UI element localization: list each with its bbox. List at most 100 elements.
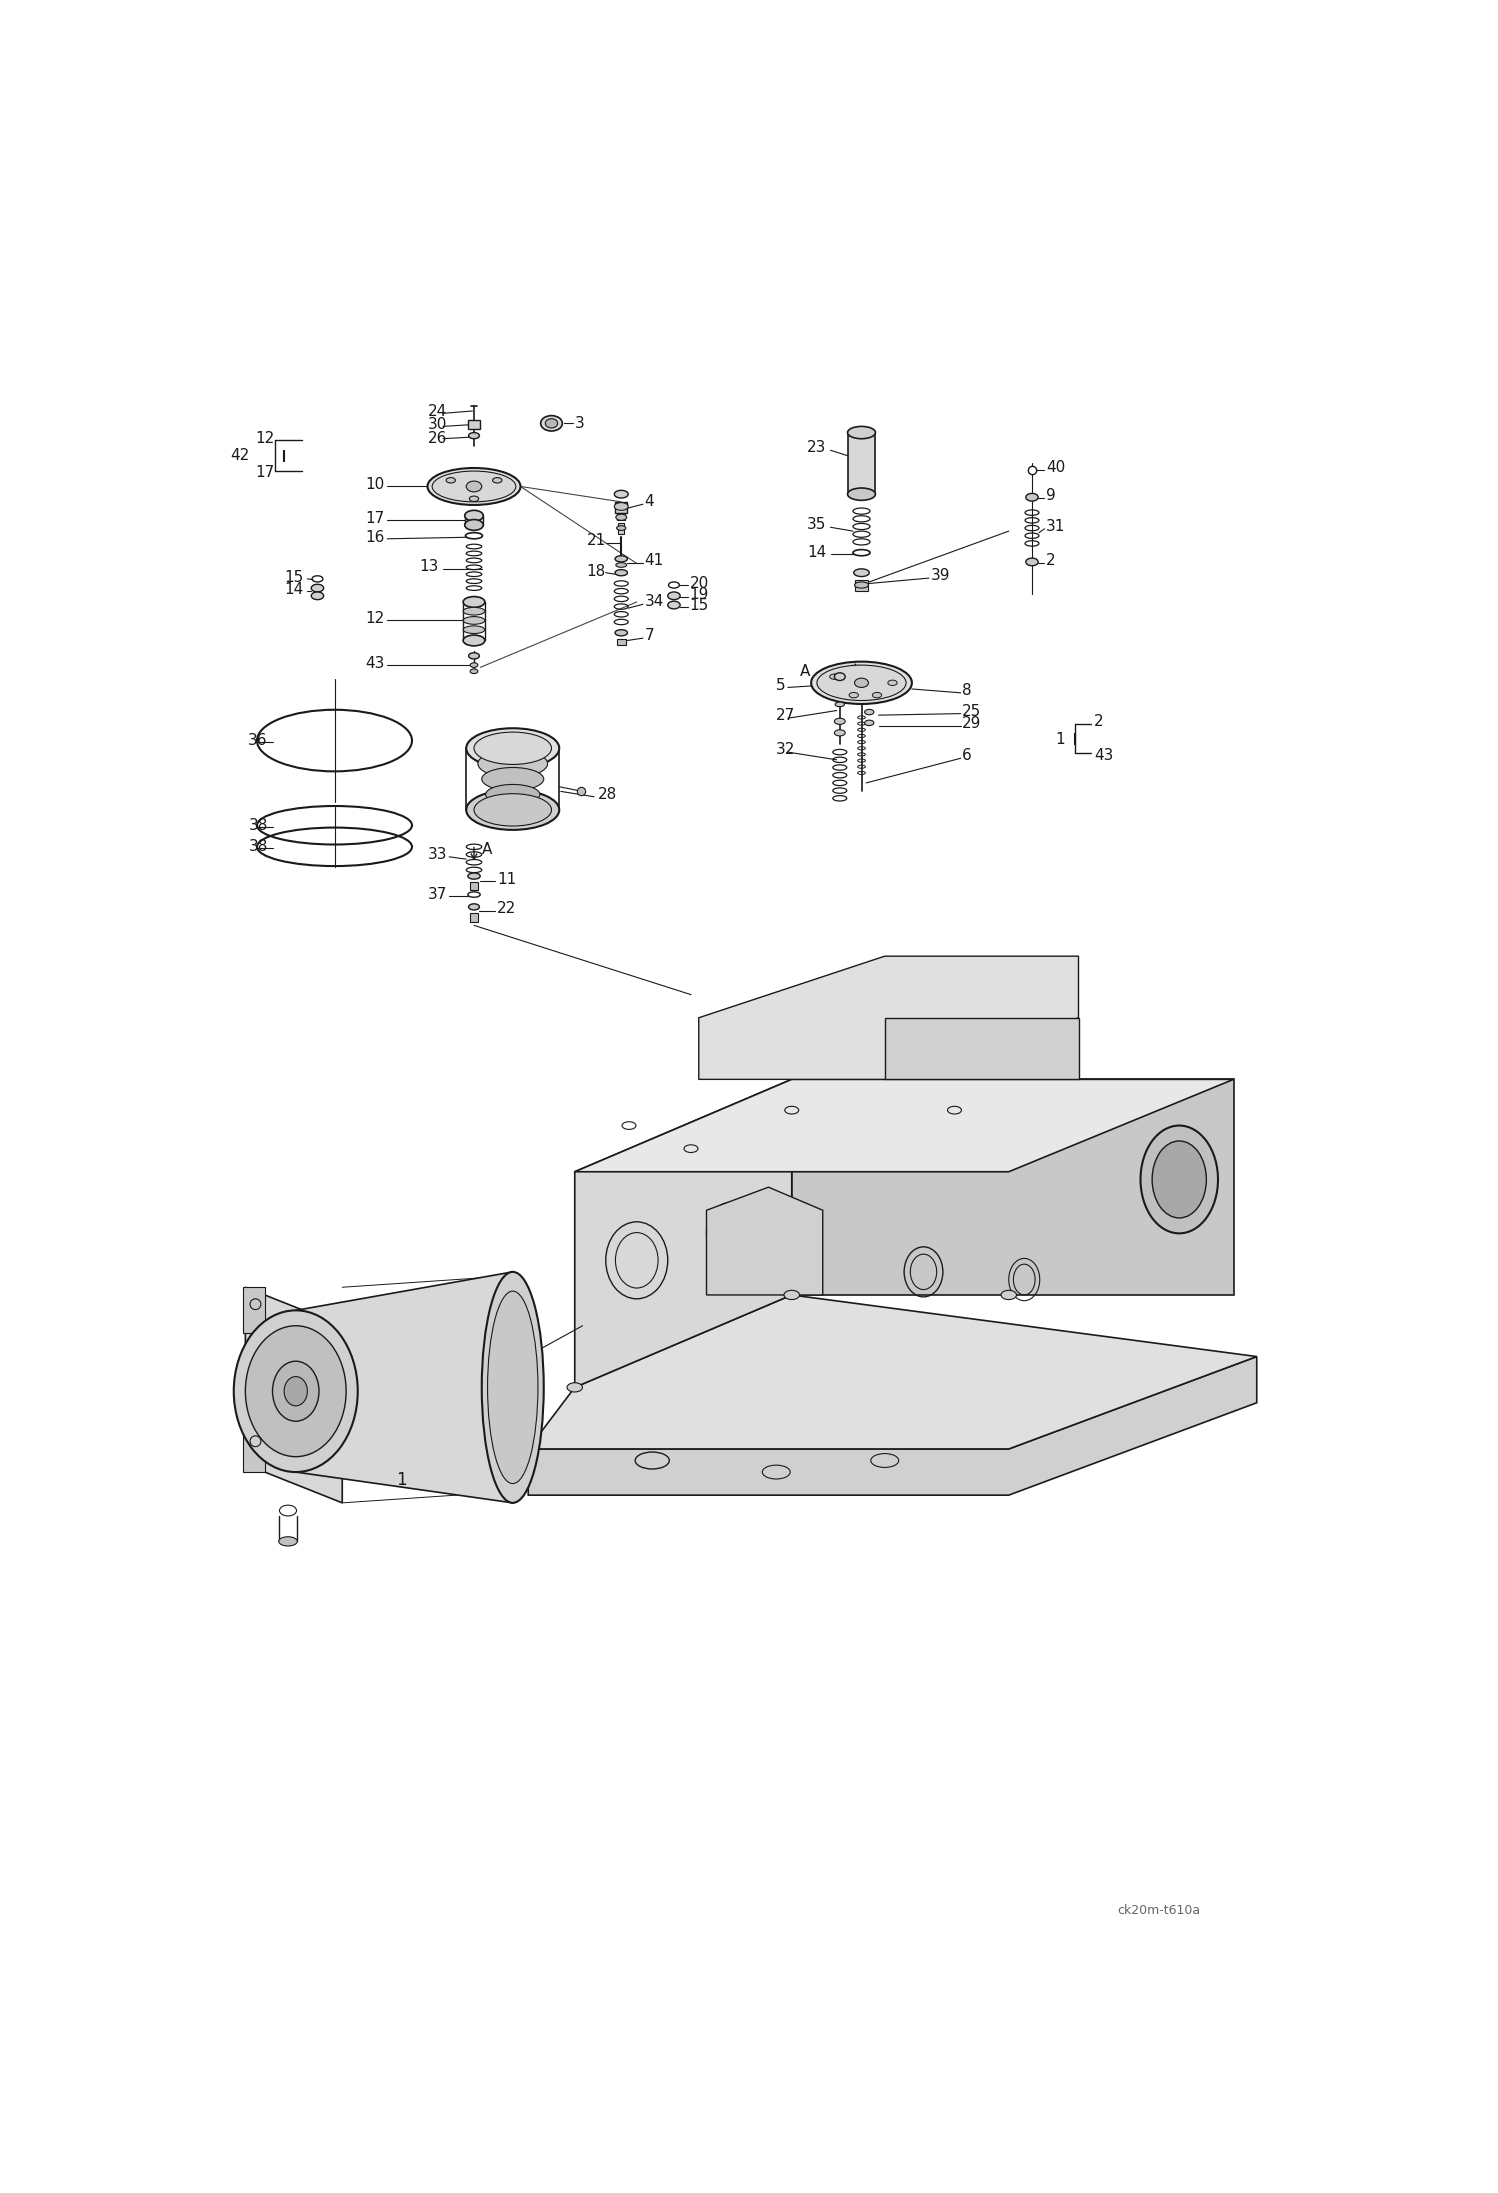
Ellipse shape	[834, 730, 845, 737]
Text: 20: 20	[689, 577, 709, 590]
Text: 6: 6	[962, 748, 972, 763]
Ellipse shape	[469, 654, 479, 658]
Ellipse shape	[834, 719, 845, 724]
Ellipse shape	[545, 419, 557, 428]
Ellipse shape	[1001, 1289, 1017, 1300]
Text: 31: 31	[1046, 520, 1065, 535]
Ellipse shape	[810, 662, 912, 704]
Text: 7: 7	[644, 629, 655, 643]
Polygon shape	[295, 1272, 512, 1502]
Text: ck20m-t610a: ck20m-t610a	[1118, 1904, 1200, 1917]
Polygon shape	[575, 1079, 1233, 1171]
Ellipse shape	[520, 1445, 536, 1454]
Text: 1: 1	[1055, 732, 1065, 746]
Text: 35: 35	[807, 518, 827, 533]
Ellipse shape	[463, 636, 485, 647]
Ellipse shape	[427, 467, 520, 504]
Text: 23: 23	[807, 441, 827, 456]
Ellipse shape	[467, 873, 481, 879]
Ellipse shape	[1140, 1125, 1218, 1232]
Text: 15: 15	[689, 596, 709, 612]
Bar	[243, 1425, 265, 1472]
Ellipse shape	[848, 425, 875, 439]
Text: 2: 2	[1094, 713, 1104, 728]
Polygon shape	[698, 956, 1079, 1079]
Ellipse shape	[854, 568, 869, 577]
Text: 22: 22	[497, 901, 517, 917]
Text: 12: 12	[366, 612, 385, 627]
Polygon shape	[529, 1357, 1257, 1496]
Ellipse shape	[246, 1327, 346, 1456]
Text: 27: 27	[776, 708, 795, 724]
Text: 37: 37	[427, 886, 446, 901]
Text: 36: 36	[247, 732, 267, 748]
Ellipse shape	[478, 750, 548, 779]
Text: 17: 17	[366, 511, 385, 526]
Ellipse shape	[616, 629, 628, 636]
Text: 3: 3	[575, 417, 584, 430]
Ellipse shape	[431, 471, 515, 502]
Ellipse shape	[854, 581, 869, 588]
Text: 42: 42	[229, 447, 249, 463]
Text: 14: 14	[807, 546, 827, 559]
Ellipse shape	[616, 513, 626, 520]
Text: 43: 43	[1094, 748, 1113, 763]
Bar	[467, 421, 481, 430]
Text: 40: 40	[1046, 461, 1065, 474]
Ellipse shape	[463, 616, 485, 625]
Ellipse shape	[464, 511, 484, 522]
Text: 19: 19	[689, 588, 709, 601]
Ellipse shape	[848, 489, 875, 500]
Ellipse shape	[487, 1292, 538, 1485]
Ellipse shape	[464, 520, 484, 531]
Text: 11: 11	[497, 871, 517, 886]
Ellipse shape	[541, 417, 562, 432]
Bar	[617, 513, 625, 520]
Polygon shape	[885, 1018, 1079, 1079]
Polygon shape	[707, 1186, 822, 1294]
Text: 1: 1	[397, 1472, 407, 1489]
Bar	[855, 581, 867, 592]
Ellipse shape	[466, 789, 559, 829]
Text: 16: 16	[366, 531, 385, 544]
Ellipse shape	[888, 680, 897, 686]
Ellipse shape	[473, 794, 551, 827]
Ellipse shape	[854, 678, 869, 686]
Ellipse shape	[285, 1377, 307, 1406]
Text: 12: 12	[256, 432, 274, 445]
Text: 4: 4	[644, 493, 655, 509]
Ellipse shape	[469, 496, 479, 502]
Ellipse shape	[469, 432, 479, 439]
Ellipse shape	[469, 904, 479, 910]
Text: 15: 15	[285, 570, 304, 586]
Text: 17: 17	[256, 465, 274, 480]
Ellipse shape	[849, 693, 858, 697]
Text: 38: 38	[249, 818, 268, 833]
Bar	[619, 524, 625, 535]
Ellipse shape	[616, 555, 628, 561]
Text: 18: 18	[586, 564, 605, 579]
Text: 38: 38	[249, 840, 268, 855]
Ellipse shape	[279, 1537, 297, 1546]
Ellipse shape	[568, 1384, 583, 1393]
Ellipse shape	[1152, 1140, 1206, 1217]
Text: 21: 21	[586, 533, 605, 548]
Ellipse shape	[466, 480, 482, 491]
Text: 43: 43	[366, 656, 385, 671]
Text: 41: 41	[644, 553, 664, 568]
Text: 32: 32	[776, 741, 795, 757]
Text: A: A	[800, 664, 810, 680]
Text: 2: 2	[1046, 553, 1056, 568]
Ellipse shape	[668, 592, 680, 599]
Bar	[848, 432, 875, 493]
Ellipse shape	[864, 719, 873, 726]
Ellipse shape	[864, 708, 873, 715]
Ellipse shape	[485, 785, 539, 805]
Ellipse shape	[312, 583, 324, 592]
Ellipse shape	[482, 1272, 544, 1502]
Ellipse shape	[614, 491, 628, 498]
Ellipse shape	[446, 478, 455, 482]
Ellipse shape	[668, 601, 680, 610]
Ellipse shape	[470, 669, 478, 673]
Text: 30: 30	[427, 417, 446, 432]
